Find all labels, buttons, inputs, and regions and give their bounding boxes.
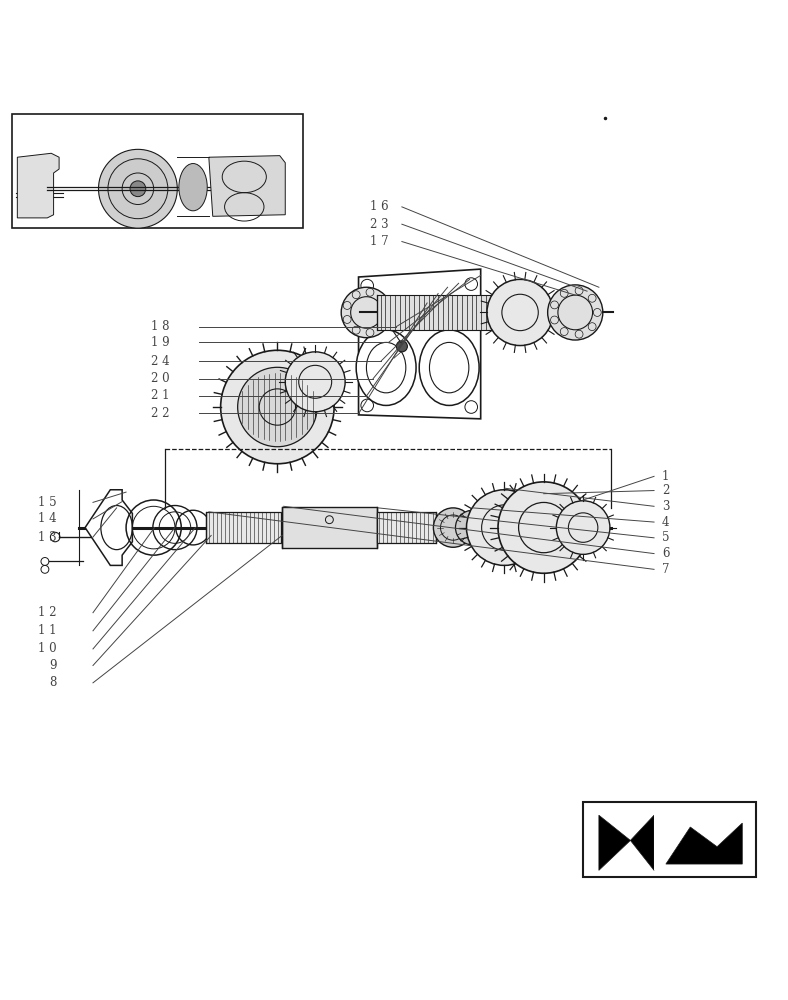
Bar — [377, 512, 436, 543]
Text: 7: 7 — [662, 563, 670, 576]
Text: 1 5: 1 5 — [38, 496, 57, 509]
Polygon shape — [359, 269, 481, 419]
Text: 3: 3 — [662, 500, 670, 513]
Ellipse shape — [548, 285, 603, 340]
Bar — [583, 802, 756, 877]
Ellipse shape — [466, 490, 542, 565]
Polygon shape — [630, 815, 654, 870]
Bar — [12, 114, 303, 228]
Ellipse shape — [556, 501, 610, 554]
Polygon shape — [666, 823, 742, 864]
Polygon shape — [599, 815, 630, 870]
Ellipse shape — [419, 330, 479, 405]
Ellipse shape — [455, 510, 490, 545]
Ellipse shape — [285, 352, 345, 412]
Ellipse shape — [179, 164, 207, 211]
Text: 2 2: 2 2 — [151, 407, 169, 420]
Polygon shape — [662, 819, 749, 866]
Text: 9: 9 — [49, 659, 57, 672]
Text: 1 4: 1 4 — [38, 512, 57, 525]
Text: 6: 6 — [662, 547, 670, 560]
Ellipse shape — [130, 181, 146, 197]
Ellipse shape — [341, 287, 392, 338]
Ellipse shape — [221, 350, 334, 464]
Ellipse shape — [356, 330, 416, 405]
Text: 2 1: 2 1 — [151, 389, 169, 402]
Text: 1 0: 1 0 — [38, 642, 57, 655]
Bar — [206, 512, 281, 543]
Text: 1 2: 1 2 — [39, 606, 57, 619]
Bar — [377, 295, 504, 330]
Ellipse shape — [238, 367, 317, 447]
Text: 1 9: 1 9 — [151, 336, 169, 349]
Text: 1 6: 1 6 — [370, 200, 389, 213]
Text: 1 8: 1 8 — [151, 320, 169, 333]
Text: 1 3: 1 3 — [38, 531, 57, 544]
Polygon shape — [209, 156, 285, 216]
Text: 2: 2 — [662, 484, 669, 497]
Ellipse shape — [487, 279, 553, 346]
Ellipse shape — [98, 149, 177, 228]
Text: 2 3: 2 3 — [370, 218, 389, 231]
Ellipse shape — [498, 482, 589, 573]
Text: 2 0: 2 0 — [151, 372, 169, 385]
Ellipse shape — [108, 159, 168, 219]
Polygon shape — [17, 153, 59, 218]
Text: 2 4: 2 4 — [151, 355, 169, 368]
Text: 1: 1 — [662, 470, 669, 483]
Text: 1 7: 1 7 — [370, 235, 389, 248]
Polygon shape — [654, 815, 749, 870]
Text: 1 1: 1 1 — [39, 624, 57, 637]
Text: 5: 5 — [662, 531, 670, 544]
Text: 8: 8 — [50, 676, 57, 689]
Ellipse shape — [433, 508, 473, 547]
Bar — [282, 507, 377, 548]
Text: 4: 4 — [662, 516, 670, 529]
Polygon shape — [85, 490, 132, 565]
Ellipse shape — [396, 341, 407, 352]
